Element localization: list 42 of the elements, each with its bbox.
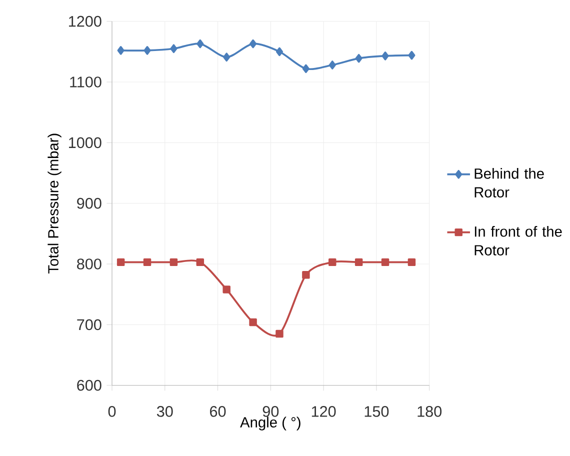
point bbox=[250, 39, 257, 48]
point bbox=[302, 64, 310, 74]
x-tick-label: 150 bbox=[364, 406, 389, 417]
point bbox=[276, 330, 284, 338]
y-tick-label: 900 bbox=[77, 198, 102, 209]
y-axis-title: Total Pressure (mbar) bbox=[48, 134, 62, 274]
y-tick-label: 1000 bbox=[69, 137, 102, 148]
point bbox=[170, 258, 178, 266]
point bbox=[355, 54, 362, 63]
point bbox=[249, 318, 257, 326]
point bbox=[408, 258, 416, 266]
x-tick-label: 180 bbox=[418, 406, 442, 417]
point bbox=[116, 258, 125, 266]
point bbox=[196, 258, 204, 266]
legend-label: Behind the Rotor bbox=[474, 168, 544, 198]
point bbox=[143, 258, 152, 266]
x-tick-label: 0 bbox=[108, 406, 116, 417]
x-tick-label: 60 bbox=[210, 406, 226, 417]
y-tick-label: 1100 bbox=[70, 76, 102, 88]
x-tick-label: 120 bbox=[312, 406, 336, 417]
point bbox=[354, 258, 363, 266]
point bbox=[328, 258, 336, 266]
point bbox=[328, 60, 336, 70]
legend-label: In front of the Rotor bbox=[474, 226, 562, 256]
point bbox=[144, 46, 151, 55]
point bbox=[302, 271, 310, 279]
point bbox=[117, 46, 124, 55]
y-tick-label: 1200 bbox=[69, 16, 102, 27]
point bbox=[408, 50, 416, 60]
x-axis-title: Angle ( °) bbox=[240, 416, 300, 430]
point bbox=[223, 52, 230, 62]
point bbox=[222, 286, 230, 294]
y-tick-label: 600 bbox=[77, 380, 102, 391]
x-tick-label: 90 bbox=[262, 406, 279, 417]
x-tick-label: 30 bbox=[156, 406, 173, 417]
point bbox=[170, 44, 178, 54]
point bbox=[381, 258, 390, 266]
y-tick-label: 700 bbox=[77, 319, 102, 330]
point bbox=[276, 47, 284, 56]
y-tick-label: 800 bbox=[77, 258, 102, 270]
point bbox=[382, 52, 389, 60]
point bbox=[196, 39, 204, 48]
